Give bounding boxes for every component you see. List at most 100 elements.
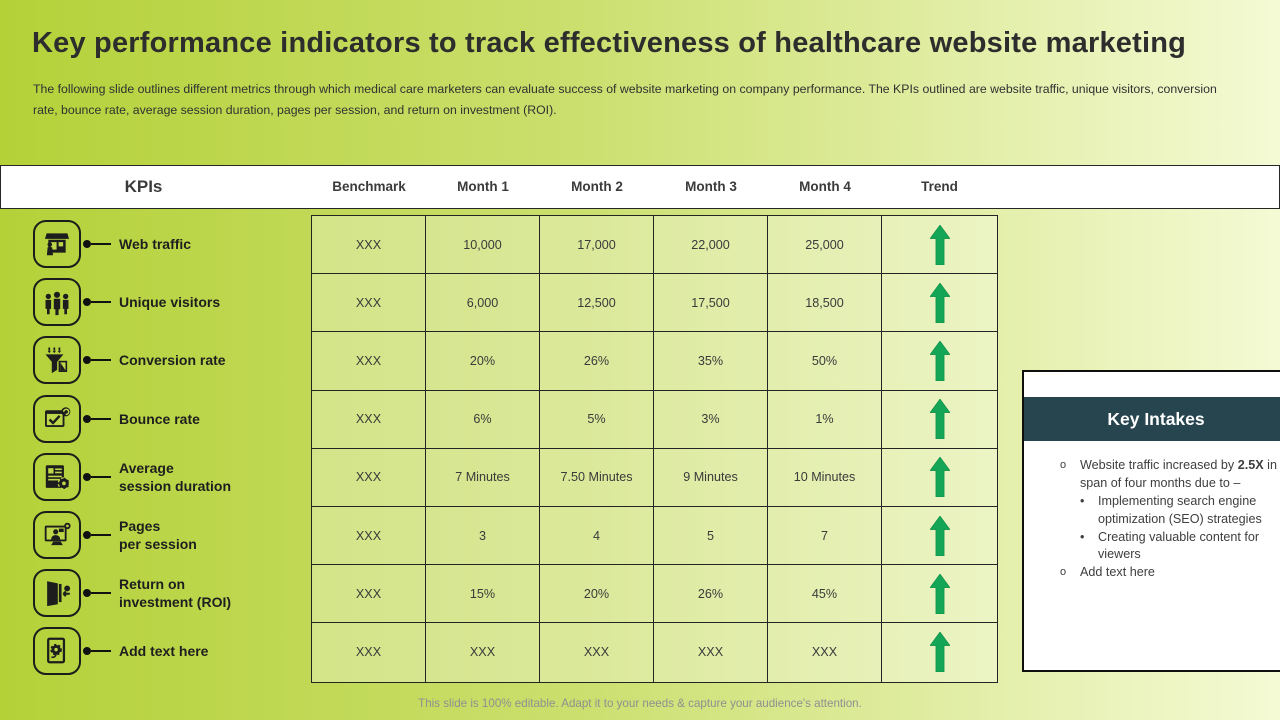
connector-line xyxy=(91,475,111,479)
session-duration-icon xyxy=(33,453,81,501)
kpi-item-unique-visitors: Unique visitors xyxy=(33,278,220,326)
table-cell-trend xyxy=(882,332,997,391)
circle-bullet-icon: o xyxy=(1060,459,1067,471)
page-title: Key performance indicators to track effe… xyxy=(32,27,1187,59)
kpi-item-web-traffic: Web traffic xyxy=(33,220,191,268)
table-cell: 7 Minutes xyxy=(426,448,540,507)
column-header-month-2: Month 2 xyxy=(571,179,623,194)
table-cell-trend xyxy=(882,507,997,566)
kpi-data-table: XXX 10,000 17,000 22,000 25,000 XXX 6,00… xyxy=(311,215,998,683)
table-cell: XXX xyxy=(312,506,426,566)
bounce-rate-icon xyxy=(33,395,81,443)
table-cell: XXX xyxy=(768,623,882,682)
table-cell: 35% xyxy=(654,332,768,391)
table-cell-trend xyxy=(882,274,997,333)
table-cell: XXX xyxy=(540,623,654,682)
connector-line xyxy=(91,591,111,595)
kpi-item-return-on-investment: Return on investment (ROI) xyxy=(33,569,231,617)
up-arrow-icon xyxy=(929,573,950,614)
table-cell: 26% xyxy=(540,332,654,391)
table-cell: 7.50 Minutes xyxy=(540,448,654,507)
table-cell: XXX xyxy=(312,623,426,682)
connector-dot xyxy=(83,356,91,364)
table-cell: XXX xyxy=(312,448,426,507)
column-header-month-1: Month 1 xyxy=(457,179,509,194)
key-intakes-list: o Website traffic increased by 2.5X in s… xyxy=(1024,441,1280,582)
table-cell: 10,000 xyxy=(426,216,540,275)
list-item: • Implementing search engine optimizatio… xyxy=(1080,493,1278,529)
table-cell: XXX xyxy=(426,623,540,682)
table-cell: XXX xyxy=(312,390,426,449)
conversion-rate-icon xyxy=(33,336,81,384)
unique-visitors-icon xyxy=(33,278,81,326)
connector-dot xyxy=(83,647,91,655)
up-arrow-icon xyxy=(929,340,950,381)
table-cell: 6,000 xyxy=(426,274,540,333)
table-cell: 50% xyxy=(768,332,882,391)
table-cell: 3 xyxy=(426,506,540,566)
connector-dot xyxy=(83,589,91,597)
key-intakes-title: Key Intakes xyxy=(1024,397,1280,441)
key-intakes-panel: Key Intakes o Website traffic increased … xyxy=(1022,370,1280,672)
kpi-item-conversion-rate: Conversion rate xyxy=(33,336,226,384)
web-traffic-icon xyxy=(33,220,81,268)
kpi-label-average-session-duration: Average session duration xyxy=(119,459,232,494)
dot-bullet-icon: • xyxy=(1080,493,1085,508)
connector-line xyxy=(91,649,111,653)
kpi-item-pages-per-session: Pages per session xyxy=(33,511,197,559)
table-cell: 20% xyxy=(426,332,540,391)
table-cell: 6% xyxy=(426,390,540,449)
kpi-item-average-session-duration: Average session duration xyxy=(33,453,231,501)
kpi-label-web-traffic: Web traffic xyxy=(119,235,192,252)
table-cell: 15% xyxy=(426,565,540,624)
table-cell: 17,000 xyxy=(540,216,654,275)
up-arrow-icon xyxy=(929,282,950,323)
circle-bullet-icon: o xyxy=(1060,566,1067,579)
table-cell: 45% xyxy=(768,565,882,624)
footer-note: This slide is 100% editable. Adapt it to… xyxy=(418,697,862,710)
table-cell: 1% xyxy=(768,390,882,449)
list-item: o Website traffic increased by 2.5X in s… xyxy=(1060,457,1278,493)
column-header-month-4: Month 4 xyxy=(799,179,851,194)
connector-line xyxy=(91,358,111,362)
kpi-label-unique-visitors: Unique visitors xyxy=(119,293,221,310)
pages-per-session-icon xyxy=(33,511,81,559)
table-cell: 17,500 xyxy=(654,274,768,333)
kpi-item-bounce-rate: Bounce rate xyxy=(33,395,200,443)
table-cell: XXX xyxy=(654,623,768,682)
connector-dot xyxy=(83,240,91,248)
list-item: o Add text here xyxy=(1060,564,1278,582)
table-cell: 5 xyxy=(654,506,768,566)
connector-dot xyxy=(83,298,91,306)
connector-dot xyxy=(83,531,91,539)
up-arrow-icon xyxy=(929,515,950,556)
slide-description: The following slide outlines different m… xyxy=(33,82,1217,117)
table-cell: 10 Minutes xyxy=(768,448,882,507)
connector-line xyxy=(91,417,111,421)
kpi-item-add-text-here: Add text here xyxy=(33,627,208,675)
kpi-label-bounce-rate: Bounce rate xyxy=(119,410,200,427)
up-arrow-icon xyxy=(929,224,950,265)
table-cell-trend xyxy=(882,623,997,681)
connector-line xyxy=(91,300,111,304)
connector-line xyxy=(91,242,111,246)
table-cell: XXX xyxy=(312,565,426,624)
table-cell-trend xyxy=(882,391,997,449)
table-cell: 3% xyxy=(654,390,768,449)
table-cell: 4 xyxy=(540,506,654,566)
table-cell: 18,500 xyxy=(768,274,882,333)
table-cell: 7 xyxy=(768,506,882,566)
up-arrow-icon xyxy=(929,399,950,440)
up-arrow-icon xyxy=(929,632,950,673)
table-cell-trend xyxy=(882,565,997,624)
table-header-band: KPIs Benchmark Month 1 Month 2 Month 3 M… xyxy=(0,165,1280,209)
table-cell: XXX xyxy=(312,332,426,391)
table-cell: 22,000 xyxy=(654,216,768,275)
kpi-label-add-text-here: Add text here xyxy=(119,642,209,659)
up-arrow-icon xyxy=(929,457,950,498)
table-cell: 26% xyxy=(654,565,768,624)
roi-icon xyxy=(33,569,81,617)
connector-dot xyxy=(83,473,91,481)
table-cell: 9 Minutes xyxy=(654,448,768,507)
